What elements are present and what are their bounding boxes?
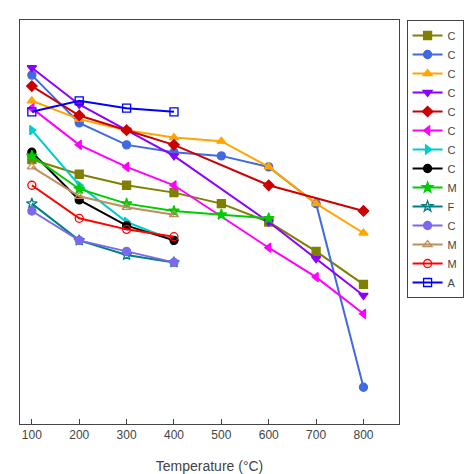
svg-text:C: C xyxy=(448,125,456,137)
svg-text:M: M xyxy=(448,258,457,270)
svg-text:Temperature (°C): Temperature (°C) xyxy=(156,458,264,474)
svg-text:C: C xyxy=(448,87,456,99)
svg-text:200: 200 xyxy=(69,428,89,442)
svg-text:F: F xyxy=(448,201,455,213)
svg-text:C: C xyxy=(448,220,456,232)
svg-text:C: C xyxy=(448,68,456,80)
svg-text:C: C xyxy=(448,163,456,175)
svg-text:800: 800 xyxy=(353,428,373,442)
svg-text:C: C xyxy=(448,49,456,61)
svg-text:100: 100 xyxy=(22,428,42,442)
svg-text:600: 600 xyxy=(259,428,279,442)
svg-text:C: C xyxy=(448,106,456,118)
svg-text:300: 300 xyxy=(117,428,137,442)
svg-text:C: C xyxy=(448,144,456,156)
svg-text:400: 400 xyxy=(164,428,184,442)
svg-text:700: 700 xyxy=(306,428,326,442)
svg-text:500: 500 xyxy=(211,428,231,442)
svg-text:A: A xyxy=(448,277,456,289)
svg-text:C: C xyxy=(448,30,456,42)
svg-text:M: M xyxy=(448,239,457,251)
svg-text:M: M xyxy=(448,182,457,194)
